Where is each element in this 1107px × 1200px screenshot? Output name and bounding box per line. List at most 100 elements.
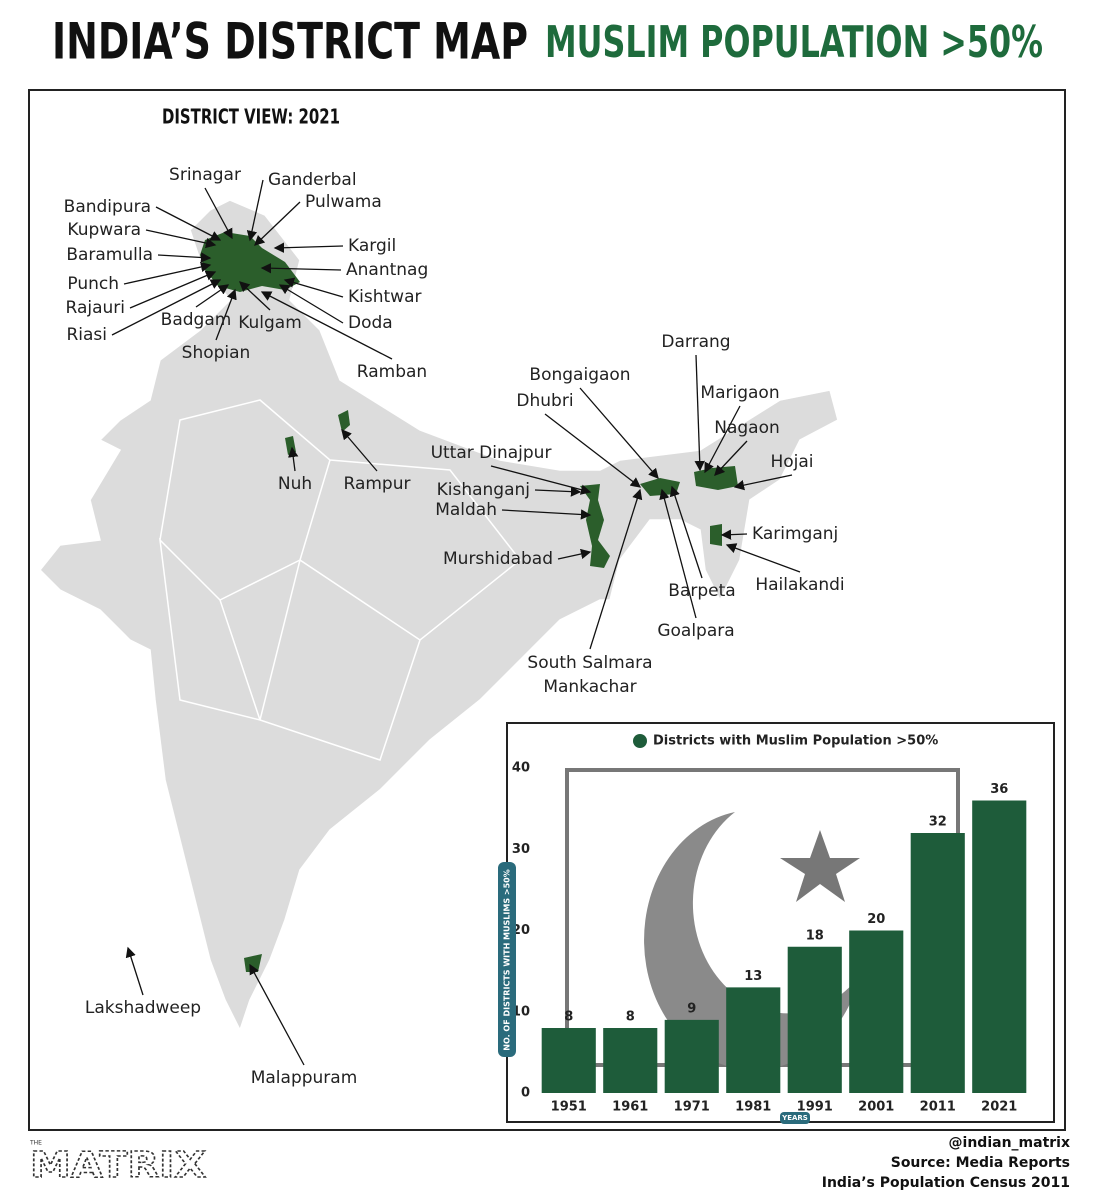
district-label: Pulwama <box>305 192 382 212</box>
district-label: Kulgam <box>238 313 302 333</box>
title: INDIA’S DISTRICT MAP <box>52 13 528 71</box>
district-label: Murshidabad <box>443 549 553 569</box>
value-label: 18 <box>806 928 824 943</box>
arrow <box>125 946 144 996</box>
arrow <box>254 201 301 246</box>
handle: @indian_matrix <box>949 1135 1070 1151</box>
y-tick-label: 0 <box>521 1086 530 1101</box>
arrow <box>288 446 299 472</box>
y-tick-label: 30 <box>512 842 530 857</box>
district-label: Dhubri <box>516 391 574 411</box>
arrow <box>155 206 222 241</box>
arrow <box>215 288 237 341</box>
district-label: Hailakandi <box>755 575 845 595</box>
district-label: Doda <box>348 313 393 333</box>
district-label: Baramulla <box>66 245 153 265</box>
district-label: Kargil <box>348 236 397 256</box>
arrow <box>704 405 741 474</box>
arrow <box>123 261 212 285</box>
star <box>780 830 860 902</box>
district-label: Riasi <box>66 325 107 345</box>
arrow <box>694 354 705 472</box>
district-label: Goalpara <box>657 621 735 641</box>
value-label: 32 <box>929 815 947 830</box>
district-label: Ganderbal <box>268 170 357 190</box>
legend-swatch <box>633 734 647 748</box>
arrow <box>204 187 233 240</box>
bar <box>664 1019 719 1093</box>
district-label: Rajauri <box>65 298 125 318</box>
arrow <box>669 485 703 579</box>
y-tick-label: 20 <box>512 923 530 938</box>
district-label: Karimganj <box>752 524 839 544</box>
value-label: 13 <box>744 969 762 984</box>
bar <box>910 833 965 1093</box>
value-label: 8 <box>626 1010 635 1025</box>
arrow <box>157 252 212 263</box>
district-label: Marigaon <box>700 383 780 403</box>
bar <box>972 800 1027 1093</box>
x-label-box <box>780 1112 810 1124</box>
arrow <box>145 229 217 249</box>
arrow <box>341 429 378 472</box>
x-tick-label: 2011 <box>920 1100 956 1115</box>
y-tick-label: 40 <box>512 761 530 776</box>
arrow <box>260 263 342 274</box>
arrow <box>195 284 230 308</box>
district-label: Punch <box>67 274 119 294</box>
arrow <box>501 509 592 520</box>
arrow <box>544 413 642 488</box>
arrow <box>659 488 697 619</box>
y-tick-label: 10 <box>512 1004 530 1019</box>
arrow <box>725 543 801 573</box>
district-label: Kishanganj <box>436 480 530 500</box>
x-tick-label: 1991 <box>797 1100 833 1115</box>
district-label: Darrang <box>661 332 731 352</box>
x-tick-label: 1981 <box>735 1100 771 1115</box>
arrow <box>239 281 271 311</box>
y-label-box <box>498 862 516 1057</box>
district-label: Maldah <box>435 500 497 520</box>
district-label: Uttar Dinajpur <box>430 443 552 463</box>
arrow <box>278 284 344 324</box>
arrow <box>534 486 582 497</box>
district-label: Nagaon <box>714 418 780 438</box>
value-label: 20 <box>867 912 885 927</box>
district-label: Bongaigaon <box>529 365 631 385</box>
arrow <box>249 963 305 1066</box>
x-tick-label: 1951 <box>551 1100 587 1115</box>
arrow <box>246 179 264 242</box>
district-label: Shopian <box>181 343 251 363</box>
arrow <box>720 529 748 540</box>
x-tick-label: 1961 <box>612 1100 648 1115</box>
bar <box>787 946 842 1093</box>
district-label: Kishtwar <box>348 287 422 307</box>
district-label: Malappuram <box>250 1068 358 1088</box>
district-label: Lakshadweep <box>84 998 202 1018</box>
arrow <box>714 440 748 476</box>
crescent <box>644 812 860 1071</box>
logo-small: THE <box>29 1140 42 1147</box>
bar <box>849 930 904 1093</box>
district-label: Kupwara <box>67 220 141 240</box>
x-tick-label: 2001 <box>858 1100 894 1115</box>
source: Source: Media Reports <box>891 1155 1070 1171</box>
bar <box>603 1028 658 1093</box>
subtitle: MUSLIM POPULATION >50% <box>545 17 1043 68</box>
district-label: Bandipura <box>63 197 151 217</box>
arrow <box>260 291 393 360</box>
legend-label: Districts with Muslim Population >50% <box>653 734 938 749</box>
x-axis-label: YEARS <box>781 1114 808 1122</box>
value-label: 36 <box>990 782 1008 797</box>
arrow <box>579 387 659 479</box>
x-tick-label: 1971 <box>674 1100 710 1115</box>
y-axis-label: NO. OF DISTRICTS WITH MUSLIMS >50% <box>503 869 512 1050</box>
arrow <box>273 242 344 253</box>
highlighted-districts <box>200 232 738 972</box>
arrow <box>111 279 222 336</box>
district-label: Barpeta <box>668 581 736 601</box>
bar <box>726 987 781 1093</box>
frame <box>28 89 1066 1131</box>
